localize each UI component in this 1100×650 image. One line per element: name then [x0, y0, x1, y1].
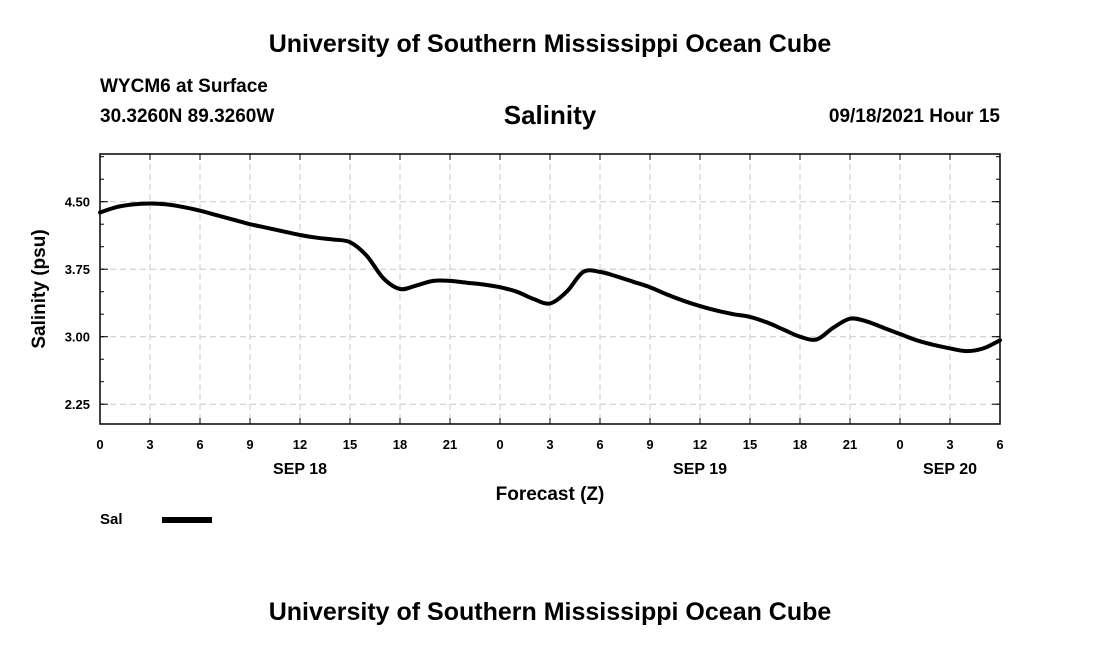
x-tick-label: 3	[546, 437, 553, 452]
plot-frame	[99, 153, 1001, 425]
date-label: SEP 19	[673, 461, 727, 478]
y-tick-label: 4.50	[65, 195, 90, 210]
x-tick-label: 0	[496, 437, 503, 452]
footer-title: University of Southern Mississippi Ocean…	[268, 598, 832, 626]
x-tick-label: 3	[946, 437, 953, 452]
x-tick-label: 21	[443, 437, 457, 452]
legend-label: Sal	[100, 511, 123, 528]
x-tick-label: 6	[996, 437, 1003, 452]
chart-title: Salinity	[503, 100, 597, 130]
y-tick-label: 3.75	[65, 262, 90, 277]
x-tick-label: 18	[393, 437, 407, 452]
x-tick-label: 9	[246, 437, 253, 452]
x-tick-label: 15	[743, 437, 757, 452]
grid-lines	[100, 154, 1000, 424]
date-label: SEP 20	[923, 461, 977, 478]
x-tick-label: 6	[196, 437, 203, 452]
x-tick-label: 0	[96, 437, 103, 452]
x-tick-label: 15	[343, 437, 357, 452]
legend: Sal	[100, 511, 212, 528]
x-tick-label: 6	[596, 437, 603, 452]
series-line-sal	[98, 201, 1002, 354]
y-axis-label: Salinity (psu)	[29, 229, 50, 348]
station-label: WYCM6 at Surface	[100, 76, 268, 97]
page-title: University of Southern Mississippi Ocean…	[268, 30, 832, 58]
x-tick-label: 0	[896, 437, 903, 452]
datetime-label: 09/18/2021 Hour 15	[828, 106, 1000, 127]
x-tick-label: 21	[843, 437, 857, 452]
coordinates-label: 30.3260N 89.3260W	[100, 106, 275, 127]
x-tick-label: 12	[293, 437, 307, 452]
axis-tick-labels: 0 3 6 9 12 15 18 21 0 3 6 9 12 15 18 21 0 3 6 2.25 3.00 3.75 4…	[65, 195, 1004, 478]
x-axis-label: Forecast (Z)	[496, 484, 605, 505]
axis-ticks	[99, 154, 1001, 424]
x-tick-label: 3	[146, 437, 153, 452]
x-tick-label: 18	[793, 437, 807, 452]
date-label: SEP 18	[273, 461, 327, 478]
y-tick-label: 3.00	[65, 330, 90, 345]
x-tick-label: 9	[646, 437, 653, 452]
y-tick-label: 2.25	[65, 397, 90, 412]
x-tick-label: 12	[693, 437, 707, 452]
